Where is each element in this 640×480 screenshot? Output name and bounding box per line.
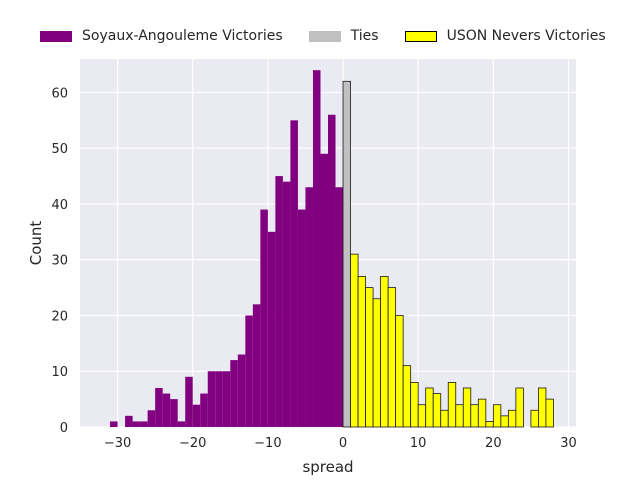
x-tick-label: −20 bbox=[179, 436, 206, 451]
bars bbox=[110, 70, 554, 428]
histogram-bar bbox=[275, 176, 283, 427]
histogram-bar bbox=[245, 315, 253, 427]
histogram-bar bbox=[260, 209, 268, 427]
histogram-bar bbox=[515, 387, 524, 428]
histogram-bar bbox=[462, 387, 472, 428]
x-tick-label: −30 bbox=[104, 436, 131, 451]
histogram-bar bbox=[350, 253, 359, 428]
histogram-bar bbox=[470, 404, 479, 428]
histogram-bar bbox=[305, 187, 313, 427]
x-tick-label: 0 bbox=[339, 436, 347, 451]
y-tick-label: 0 bbox=[60, 421, 68, 436]
histogram-bar bbox=[455, 404, 464, 428]
histogram-bar bbox=[387, 287, 397, 428]
histogram-bar bbox=[530, 409, 539, 428]
histogram-bar bbox=[395, 315, 404, 428]
histogram-bar bbox=[185, 376, 193, 427]
legend-item-nevers: USON Nevers Victories bbox=[404, 28, 606, 44]
y-tick-label: 10 bbox=[51, 365, 68, 380]
histogram-bar bbox=[162, 393, 171, 427]
legend: Soyaux-Angouleme Victories Ties USON Nev… bbox=[40, 26, 606, 46]
histogram-bar bbox=[357, 276, 366, 428]
legend-label-soyaux: Soyaux-Angouleme Victories bbox=[82, 28, 283, 44]
histogram-bar bbox=[328, 114, 336, 428]
histogram-bar bbox=[425, 387, 434, 428]
histogram-bar bbox=[297, 209, 306, 427]
histogram-bar bbox=[177, 421, 186, 427]
legend-label-ties: Ties bbox=[350, 28, 379, 44]
histogram-bar bbox=[147, 410, 156, 427]
histogram-bar bbox=[252, 304, 261, 427]
histogram-bar bbox=[320, 153, 328, 427]
histogram-bar bbox=[410, 381, 419, 428]
histogram-bar bbox=[282, 181, 291, 427]
legend-swatch-nevers bbox=[404, 30, 437, 42]
histogram-bar bbox=[477, 398, 487, 428]
y-tick-label: 50 bbox=[51, 142, 68, 157]
histogram-bar bbox=[155, 387, 163, 427]
histogram-bar bbox=[110, 421, 118, 427]
histogram-bar bbox=[335, 187, 344, 427]
histogram-bar bbox=[207, 371, 216, 427]
x-axis-label: spread bbox=[302, 458, 353, 476]
y-tick-label: 20 bbox=[51, 309, 68, 324]
legend-swatch-soyaux bbox=[40, 30, 72, 42]
histogram-bar bbox=[132, 421, 141, 427]
legend-item-ties: Ties bbox=[308, 28, 379, 44]
x-tick-label: −10 bbox=[254, 436, 281, 451]
histogram-bar bbox=[290, 120, 298, 427]
histogram-bar bbox=[507, 409, 517, 428]
histogram-bar bbox=[500, 415, 509, 428]
legend-swatch-ties bbox=[308, 30, 341, 42]
histogram-bar bbox=[432, 393, 442, 428]
histogram-bar bbox=[140, 421, 148, 427]
histogram-bar bbox=[365, 287, 374, 428]
histogram-bar bbox=[215, 371, 223, 427]
histogram-bar bbox=[485, 421, 494, 428]
y-tick-label: 30 bbox=[51, 254, 68, 269]
histogram-bar bbox=[342, 80, 351, 428]
histogram-bar bbox=[170, 399, 178, 427]
histogram-bar bbox=[230, 360, 238, 427]
x-tick-label: 20 bbox=[485, 436, 502, 451]
histogram-bar bbox=[440, 409, 449, 428]
histogram-bar bbox=[200, 393, 208, 427]
histogram-bar bbox=[312, 70, 321, 427]
histogram-bar bbox=[192, 404, 201, 427]
y-axis-label: Count bbox=[27, 221, 45, 266]
histogram-bar bbox=[538, 387, 547, 428]
histogram-bar bbox=[492, 404, 502, 428]
histogram-bar bbox=[447, 381, 457, 428]
histogram-bar bbox=[402, 365, 412, 428]
y-tick-label: 40 bbox=[51, 198, 68, 213]
histogram-bar bbox=[267, 231, 276, 427]
x-tick-label: 10 bbox=[410, 436, 427, 451]
legend-label-nevers: USON Nevers Victories bbox=[446, 28, 606, 44]
x-tick-label: 30 bbox=[560, 436, 577, 451]
histogram-bar bbox=[222, 371, 231, 427]
legend-item-soyaux: Soyaux-Angouleme Victories bbox=[40, 28, 283, 44]
histogram-bar bbox=[125, 415, 133, 427]
histogram-bar bbox=[380, 276, 389, 428]
y-tick-label: 60 bbox=[51, 86, 68, 101]
histogram-bar bbox=[417, 404, 427, 428]
histogram-bar bbox=[237, 354, 246, 427]
histogram-bar bbox=[545, 398, 554, 428]
histogram-bar bbox=[372, 298, 382, 428]
tick-labels: −30 −20 −10 0 10 20 30 0 10 20 30 40 50 60 bbox=[51, 86, 576, 451]
